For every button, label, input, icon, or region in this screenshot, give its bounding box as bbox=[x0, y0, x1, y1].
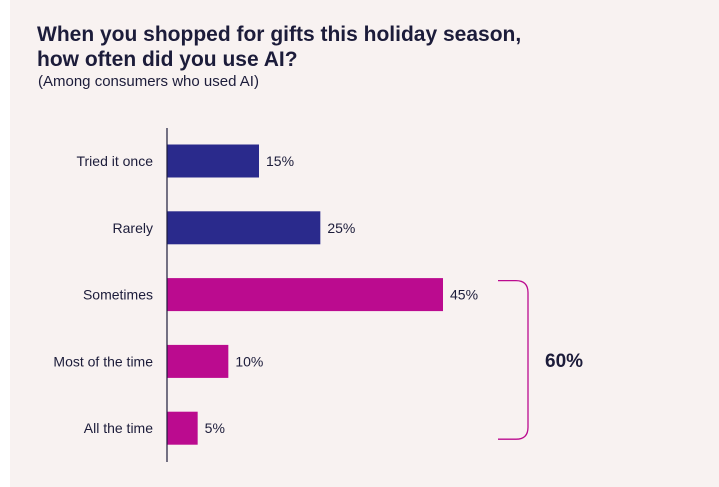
chart-title-line-2: how often did you use AI? bbox=[37, 48, 298, 71]
data-label: 15% bbox=[266, 153, 294, 169]
data-label: 25% bbox=[327, 220, 355, 236]
chart-subtitle: (Among consumers who used AI) bbox=[38, 73, 259, 90]
bar bbox=[167, 411, 198, 445]
category-label: All the time bbox=[84, 420, 153, 436]
bar bbox=[167, 344, 229, 378]
category-label: Rarely bbox=[113, 220, 153, 236]
category-label: Tried it once bbox=[76, 153, 153, 169]
data-label: 5% bbox=[205, 420, 225, 436]
chart-card: When you shopped for gifts this holiday … bbox=[10, 0, 719, 487]
bar bbox=[167, 211, 321, 245]
data-label: 10% bbox=[235, 353, 263, 369]
data-label: 45% bbox=[450, 287, 478, 303]
bar bbox=[167, 278, 443, 312]
category-label: Sometimes bbox=[83, 287, 153, 303]
bracket-annotation bbox=[498, 279, 529, 440]
bar bbox=[167, 144, 259, 178]
chart-title: When you shopped for gifts this holiday … bbox=[37, 22, 597, 72]
category-label: Most of the time bbox=[53, 353, 153, 369]
bracket-label: 60% bbox=[545, 351, 583, 372]
chart-title-line-1: When you shopped for gifts this holiday … bbox=[37, 23, 522, 46]
